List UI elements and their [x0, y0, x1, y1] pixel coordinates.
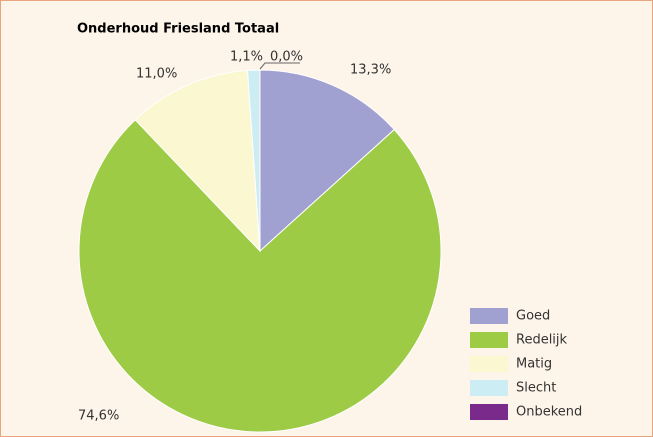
data-label: 11,0%: [136, 67, 177, 82]
legend-label: Goed: [516, 309, 550, 324]
legend-swatch: [470, 308, 508, 324]
pie-slice: [259, 69, 395, 253]
legend-label: Slecht: [516, 381, 556, 396]
legend-swatch: [470, 332, 508, 348]
legend-swatch: [470, 404, 508, 420]
data-label: 13,3%: [350, 63, 391, 78]
legend-swatch: [470, 356, 508, 372]
legend-label: Matig: [516, 357, 552, 372]
data-label: 0,0%: [270, 50, 303, 65]
legend-label: Redelijk: [516, 333, 568, 348]
pie-slice: [78, 119, 442, 433]
pie-slice: [134, 69, 261, 253]
legend-swatch: [470, 380, 508, 396]
chart-title: Onderhoud Friesland Totaal: [77, 22, 279, 37]
leader-line: [259, 62, 300, 70]
legend-label: Onbekend: [516, 405, 582, 420]
data-label: 74,6%: [78, 409, 119, 424]
data-label: 1,1%: [230, 50, 263, 65]
